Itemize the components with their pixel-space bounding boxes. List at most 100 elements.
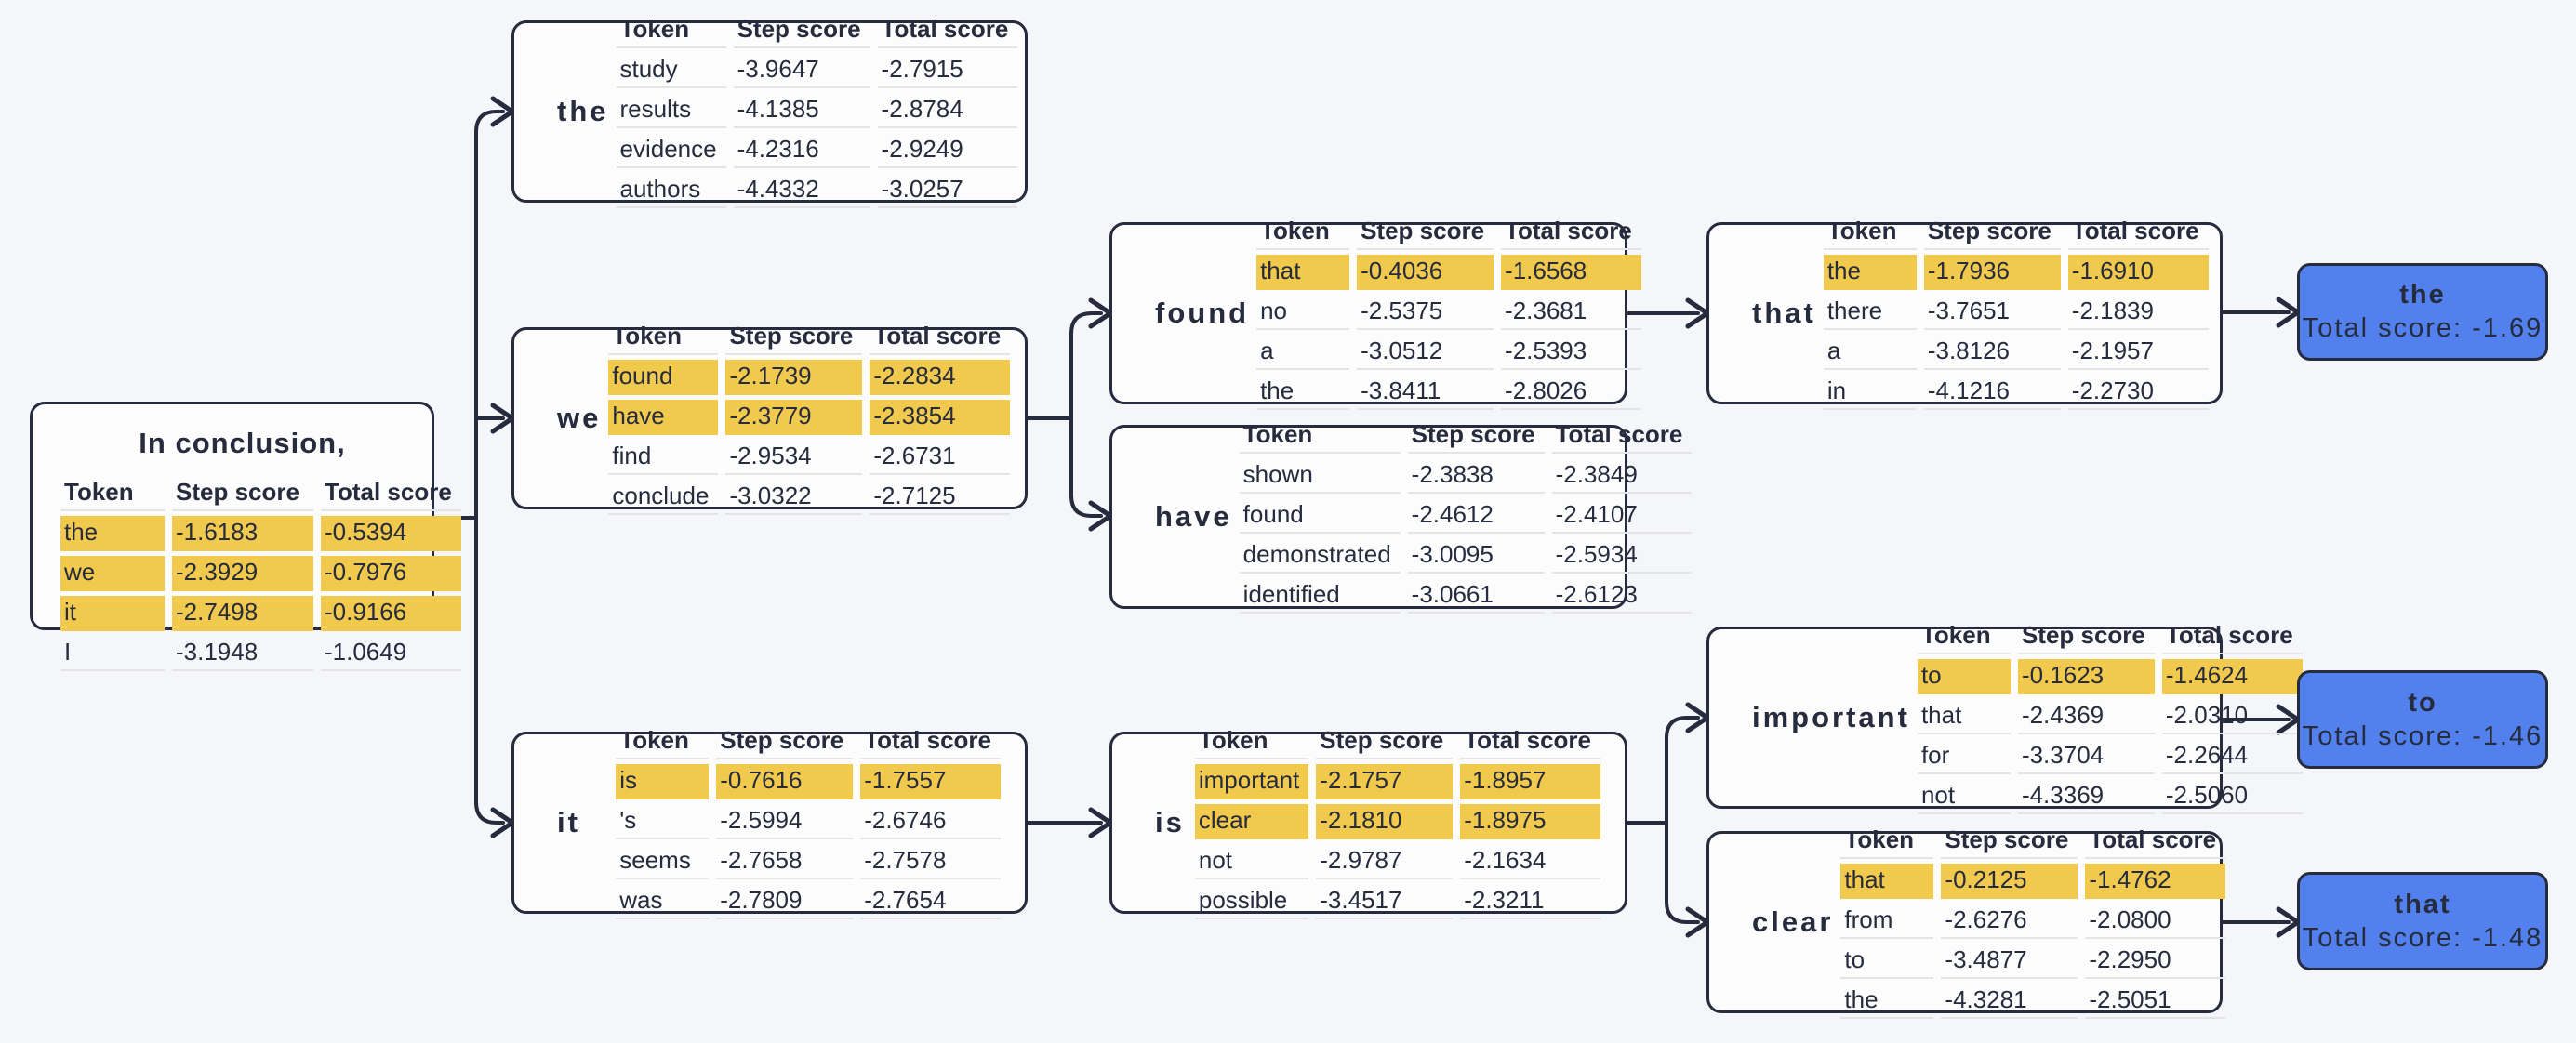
cell-total: -2.2950 — [2085, 944, 2226, 979]
cell-total: -2.7654 — [860, 884, 1001, 919]
cell-step: -2.3929 — [172, 556, 313, 591]
cell-token: to — [1917, 659, 2011, 694]
cell-token: that — [1840, 864, 1934, 899]
table-header-row: Token Step score Total score — [1239, 420, 1693, 454]
node-token-label: we — [557, 402, 602, 434]
cell-token: for — [1917, 739, 2011, 774]
cell-total: -2.5393 — [1501, 335, 1641, 370]
col-header-total: Total score — [877, 15, 1018, 48]
cell-step: -0.2125 — [1941, 864, 2078, 899]
cell-total: -2.5060 — [2161, 779, 2303, 814]
cell-token: possible — [1194, 884, 1309, 919]
edge-we-have — [1069, 416, 1103, 518]
cell-total: -2.5934 — [1551, 538, 1693, 574]
cell-total: -2.8784 — [877, 93, 1018, 128]
cell-total: -2.1839 — [2067, 295, 2209, 330]
cell-step: -4.3369 — [2017, 779, 2155, 814]
candidate-row: results -4.1385 -2.8784 — [616, 93, 1018, 128]
node-found: found Token Step score Total score that -0.4… — [1109, 217, 1641, 410]
table-header-row: Token Step score Total score — [60, 478, 461, 511]
edge-is-important — [1665, 716, 1700, 825]
candidate-row: it -2.7498 -0.9166 — [60, 596, 461, 631]
cell-token: conclude — [608, 480, 719, 515]
cell-token: results — [616, 93, 726, 128]
candidate-table-is: Token Step score Total score important -2.17… — [1188, 721, 1608, 924]
node-root: In conclusion, Token Step score Total scor… — [30, 402, 461, 671]
cell-step: -2.7498 — [172, 596, 313, 631]
cell-total: -2.4107 — [1551, 498, 1693, 534]
cell-step: -2.5994 — [716, 804, 854, 839]
candidate-row: not -2.9787 -2.1634 — [1194, 844, 1600, 879]
cell-step: -0.1623 — [2017, 659, 2155, 694]
cell-total: -1.6568 — [1501, 255, 1641, 290]
cell-token: study — [616, 53, 726, 88]
candidate-row: in -4.1216 -2.2730 — [1823, 375, 2209, 410]
col-header-total: Total score — [2067, 217, 2209, 250]
cell-token: we — [60, 556, 165, 591]
cell-total: -2.0310 — [2161, 699, 2303, 734]
cell-step: -3.4877 — [1941, 944, 2078, 979]
col-header-step: Step score — [716, 726, 854, 759]
cell-step: -3.0322 — [725, 480, 863, 515]
cell-total: -2.3849 — [1551, 458, 1693, 494]
cell-step: -4.2316 — [733, 133, 870, 168]
cell-token: the — [60, 516, 165, 551]
table-header-row: Token Step score Total score — [1840, 825, 2226, 859]
candidate-row: shown -2.3838 -2.3849 — [1239, 458, 1693, 494]
candidate-row: study -3.9647 -2.7915 — [616, 53, 1018, 88]
root-context-label: In conclusion, — [139, 427, 346, 459]
table-header-row: Token Step score Total score — [616, 726, 1001, 759]
cell-token: there — [1823, 295, 1917, 330]
cell-step: -1.6183 — [172, 516, 313, 551]
candidate-row: for -3.3704 -2.2644 — [1917, 739, 2303, 774]
cell-step: -4.4332 — [733, 173, 870, 208]
candidate-row: a -3.8126 -2.1957 — [1823, 335, 2209, 370]
cell-total: -2.8026 — [1501, 375, 1641, 410]
cell-total: -0.5394 — [321, 516, 461, 551]
cell-token: that — [1256, 255, 1350, 290]
col-header-step: Step score — [172, 478, 313, 511]
node-token-label: clear — [1752, 905, 1834, 938]
cell-step: -3.1948 — [172, 636, 313, 671]
final-token-label: to — [2408, 687, 2437, 718]
candidate-row: identified -3.0661 -2.6123 — [1239, 578, 1693, 614]
cell-token: demonstrated — [1239, 538, 1401, 574]
col-header-step: Step score — [1923, 217, 2061, 250]
col-header-token: Token — [608, 322, 719, 355]
candidate-row: is -0.7616 -1.7557 — [616, 764, 1001, 799]
cell-step: -0.7616 — [716, 764, 854, 799]
cell-total: -1.4624 — [2161, 659, 2303, 694]
cell-total: -2.2730 — [2067, 375, 2209, 410]
col-header-total: Total score — [870, 322, 1011, 355]
cell-token: not — [1917, 779, 2011, 814]
candidate-row: authors -4.4332 -3.0257 — [616, 173, 1018, 208]
candidate-row: a -3.0512 -2.5393 — [1256, 335, 1641, 370]
cell-total: -2.3681 — [1501, 295, 1641, 330]
table-header-row: Token Step score Total score — [608, 322, 1011, 355]
candidate-row: found -2.4612 -2.4107 — [1239, 498, 1693, 534]
cell-step: -3.7651 — [1923, 295, 2061, 330]
candidate-table-root: Token Step score Total score the -1.6183 -0.5… — [53, 473, 469, 676]
cell-total: -1.7557 — [860, 764, 1001, 799]
node-we: we Token Step score Total score found -2.173… — [511, 322, 1028, 515]
final-total-score: Total score: -1.46 — [2302, 720, 2543, 751]
cell-total: -2.7578 — [860, 844, 1001, 879]
col-header-total: Total score — [1501, 217, 1641, 250]
cell-step: -3.0095 — [1407, 538, 1545, 574]
cell-token: authors — [616, 173, 726, 208]
candidate-table-that: Token Step score Total score the -1.7936 -1.6… — [1816, 212, 2216, 415]
table-header-row: Token Step score Total score — [1823, 217, 2209, 250]
candidate-row: seems -2.7658 -2.7578 — [616, 844, 1001, 879]
cell-token: is — [616, 764, 710, 799]
col-header-step: Step score — [725, 322, 863, 355]
candidate-row: that -0.2125 -1.4762 — [1840, 864, 2226, 899]
cell-token: seems — [616, 844, 710, 879]
cell-total: -2.2644 — [2161, 739, 2303, 774]
col-header-step: Step score — [2017, 621, 2155, 654]
candidate-row: was -2.7809 -2.7654 — [616, 884, 1001, 919]
cell-step: -4.1385 — [733, 93, 870, 128]
col-header-step: Step score — [733, 15, 870, 48]
cell-step: -2.7658 — [716, 844, 854, 879]
candidate-row: to -3.4877 -2.2950 — [1840, 944, 2226, 979]
candidate-table-we: Token Step score Total score found -2.1739 -2… — [601, 317, 1017, 520]
